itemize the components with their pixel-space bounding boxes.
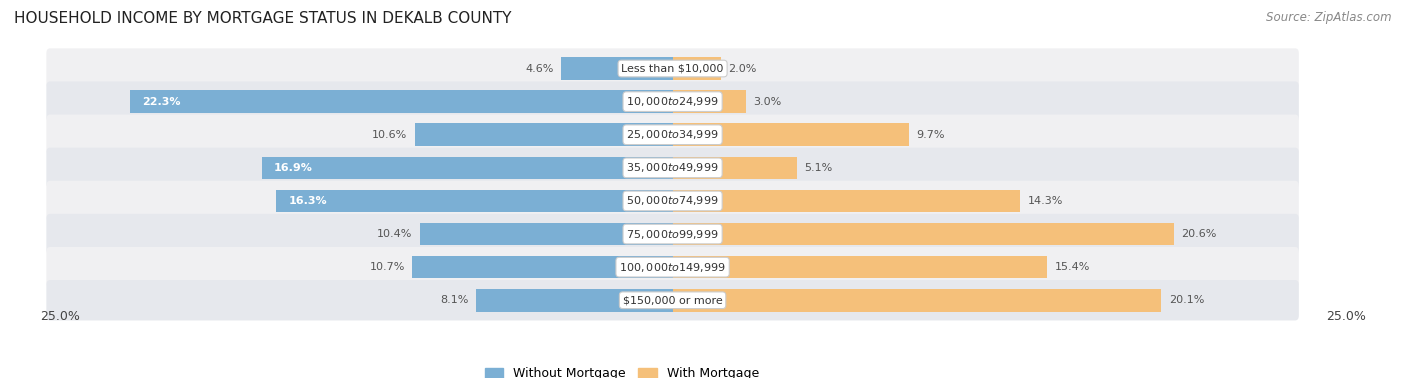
Bar (672, 289, 1161, 311)
Bar (672, 90, 745, 113)
Text: 15.4%: 15.4% (1054, 262, 1090, 272)
Bar (415, 124, 672, 146)
Text: 16.9%: 16.9% (274, 163, 312, 173)
FancyBboxPatch shape (46, 214, 1299, 254)
FancyBboxPatch shape (46, 115, 1299, 155)
Text: 20.1%: 20.1% (1168, 295, 1204, 305)
Text: 8.1%: 8.1% (440, 295, 468, 305)
Bar (131, 90, 672, 113)
FancyBboxPatch shape (46, 148, 1299, 188)
Bar (475, 289, 672, 311)
Legend: Without Mortgage, With Mortgage: Without Mortgage, With Mortgage (485, 367, 759, 378)
Text: 4.6%: 4.6% (524, 64, 554, 74)
Text: 2.0%: 2.0% (728, 64, 756, 74)
Text: 25.0%: 25.0% (41, 310, 80, 323)
Bar (672, 57, 721, 80)
Text: 20.6%: 20.6% (1181, 229, 1216, 239)
Bar (672, 124, 908, 146)
Bar (672, 156, 797, 179)
Text: 9.7%: 9.7% (915, 130, 945, 140)
Bar (276, 190, 672, 212)
Bar (561, 57, 672, 80)
Text: $35,000 to $49,999: $35,000 to $49,999 (626, 161, 718, 174)
Bar (262, 156, 672, 179)
Text: $50,000 to $74,999: $50,000 to $74,999 (626, 194, 718, 208)
Text: $100,000 to $149,999: $100,000 to $149,999 (619, 261, 725, 274)
FancyBboxPatch shape (46, 48, 1299, 89)
FancyBboxPatch shape (46, 181, 1299, 221)
Text: $10,000 to $24,999: $10,000 to $24,999 (626, 95, 718, 108)
Bar (672, 256, 1047, 279)
Bar (672, 190, 1021, 212)
Text: Less than $10,000: Less than $10,000 (621, 64, 724, 74)
Bar (672, 223, 1174, 245)
Text: Source: ZipAtlas.com: Source: ZipAtlas.com (1267, 11, 1392, 24)
Text: 10.7%: 10.7% (370, 262, 405, 272)
Text: 3.0%: 3.0% (752, 97, 782, 107)
Text: $25,000 to $34,999: $25,000 to $34,999 (626, 128, 718, 141)
Text: 10.4%: 10.4% (377, 229, 412, 239)
Text: 14.3%: 14.3% (1028, 196, 1063, 206)
FancyBboxPatch shape (46, 81, 1299, 122)
Text: 10.6%: 10.6% (373, 130, 408, 140)
Text: $75,000 to $99,999: $75,000 to $99,999 (626, 228, 718, 240)
Text: 5.1%: 5.1% (804, 163, 832, 173)
Text: $150,000 or more: $150,000 or more (623, 295, 723, 305)
Text: 16.3%: 16.3% (288, 196, 328, 206)
Text: 25.0%: 25.0% (1326, 310, 1365, 323)
Text: HOUSEHOLD INCOME BY MORTGAGE STATUS IN DEKALB COUNTY: HOUSEHOLD INCOME BY MORTGAGE STATUS IN D… (14, 11, 512, 26)
FancyBboxPatch shape (46, 247, 1299, 287)
Text: 22.3%: 22.3% (142, 97, 181, 107)
Bar (412, 256, 672, 279)
FancyBboxPatch shape (46, 280, 1299, 321)
Bar (419, 223, 672, 245)
